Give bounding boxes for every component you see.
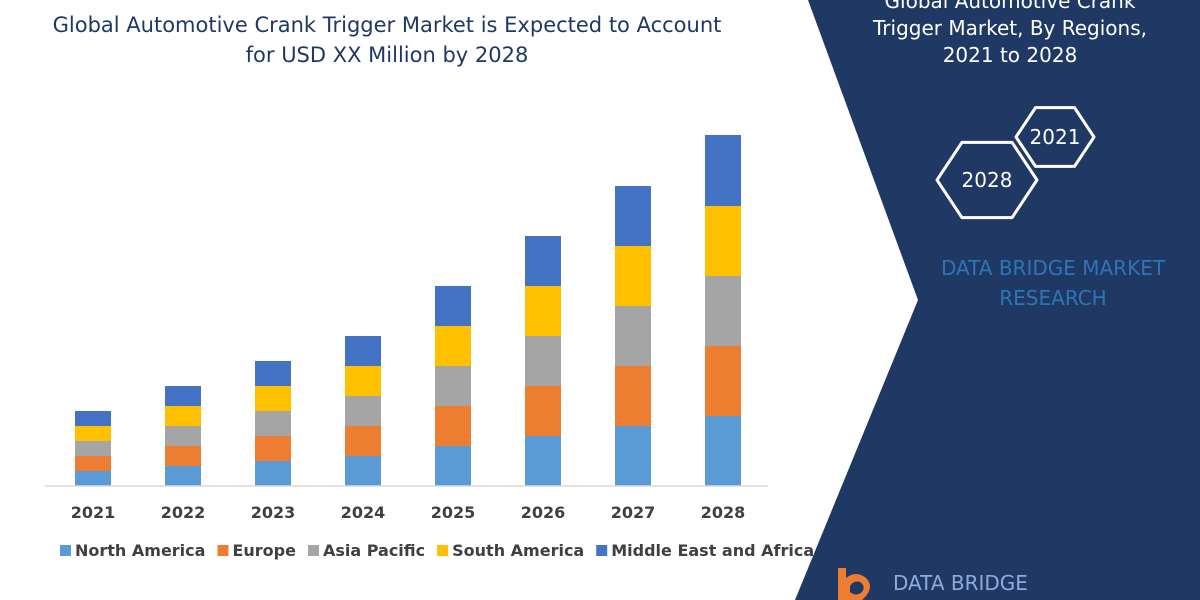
bar-segment: [705, 346, 741, 416]
legend-label: Europe: [232, 541, 296, 560]
bar-segment: [525, 386, 561, 436]
x-tick-label: 2025: [431, 503, 476, 522]
x-tick-label: 2024: [341, 503, 386, 522]
legend-label: Middle East and Africa: [611, 541, 814, 560]
bar-segment: [255, 411, 291, 436]
hexagon-label: 2028: [962, 168, 1013, 192]
legend-label: Asia Pacific: [323, 541, 425, 560]
bar-segment: [255, 436, 291, 461]
legend-swatch: [60, 545, 71, 556]
legend-swatch: [217, 545, 229, 556]
bar-segment: [435, 326, 471, 366]
bar-segment: [705, 135, 741, 206]
legend-swatch: [307, 545, 319, 556]
bar-segment: [75, 411, 111, 426]
bar-segment: [255, 386, 291, 411]
bar-segment: [165, 406, 201, 426]
x-tick-label: 2021: [71, 503, 116, 522]
logo-text: DATA BRIDGE: [893, 571, 1028, 595]
brand: DATA BRIDGE MARKET RESEARCH: [940, 256, 1166, 310]
logo-icon: [838, 568, 870, 600]
bar-segment: [615, 246, 651, 306]
bar-segment: [615, 366, 651, 426]
bar-segment: [435, 366, 471, 406]
bar-segment: [75, 426, 111, 441]
bar-segment: [165, 466, 201, 486]
side-title: Global Automotive Crank Trigger Market, …: [873, 0, 1147, 67]
legend-label: North America: [75, 541, 205, 560]
bar-segment: [435, 286, 471, 326]
chart-title: Global Automotive Crank Trigger Market i…: [52, 13, 722, 67]
x-tick-label: 2022: [161, 503, 206, 522]
bar-segment: [345, 426, 381, 456]
bar-segment: [705, 206, 741, 276]
legend-swatch: [596, 545, 608, 556]
bar-segment: [435, 406, 471, 446]
bar-segment: [255, 461, 291, 486]
bar-segment: [525, 336, 561, 386]
bar-segment: [615, 306, 651, 366]
bar-segment: [75, 471, 111, 486]
x-tick-label: 2028: [701, 503, 746, 522]
legend-label: South America: [452, 541, 584, 560]
bar-segment: [525, 436, 561, 486]
bar-segment: [615, 186, 651, 246]
x-tick-label: 2027: [611, 503, 656, 522]
bar-segment: [345, 456, 381, 486]
hexagon-label: 2021: [1030, 125, 1081, 149]
x-tick-label: 2026: [521, 503, 566, 522]
x-tick-label: 2023: [251, 503, 296, 522]
bar-segment: [165, 386, 201, 406]
hexagon: [1014, 106, 1096, 168]
bar-segment: [525, 236, 561, 286]
bar-segment: [165, 426, 201, 446]
bar-segment: [525, 286, 561, 336]
legend-swatch: [437, 545, 449, 556]
bar-segment: [345, 366, 381, 396]
bar-segment: [345, 336, 381, 366]
bar-segment: [75, 456, 111, 471]
side-panel-bg: [795, 0, 1200, 600]
bar-segment: [615, 426, 651, 486]
bar-segment: [705, 416, 741, 486]
bar-segment: [435, 446, 471, 486]
bar-segment: [255, 361, 291, 386]
bar-segment: [705, 276, 741, 346]
hexagon: [935, 140, 1039, 220]
bar-segment: [345, 396, 381, 426]
bar-segment: [165, 446, 201, 466]
bar-segment: [75, 441, 111, 456]
